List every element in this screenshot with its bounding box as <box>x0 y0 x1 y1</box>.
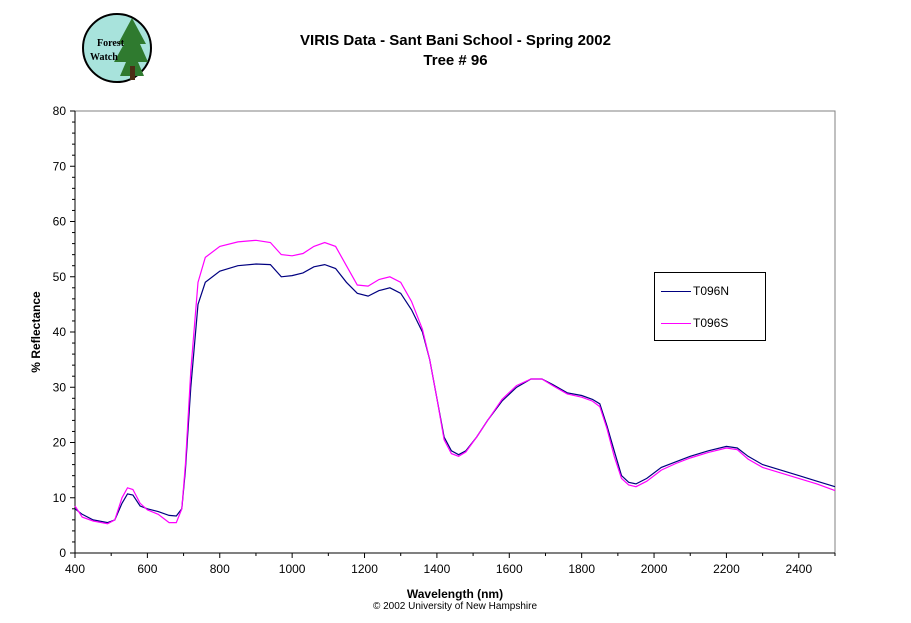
y-tick-label: 10 <box>53 491 67 505</box>
y-tick-label: 0 <box>59 546 66 560</box>
y-tick-label: 20 <box>53 436 67 450</box>
logo-text-forest: Forest <box>97 38 125 49</box>
x-tick-label: 1800 <box>568 562 595 576</box>
x-tick-label: 1600 <box>496 562 523 576</box>
x-tick-label: 2000 <box>641 562 668 576</box>
chart-subtitle: Tree # 96 <box>423 52 488 69</box>
legend-item-t096n: T096N <box>661 283 729 299</box>
series-layer <box>74 239 836 525</box>
forest-watch-logo: Forest Watch <box>82 13 152 83</box>
chart-title: VIRIS Data - Sant Bani School - Spring 2… <box>300 32 611 49</box>
y-tick-label: 80 <box>53 104 67 118</box>
copyright-notice: © 2002 University of New Hampshire <box>372 601 538 612</box>
y-tick-label: 60 <box>53 215 67 229</box>
legend: T096N T096S <box>654 272 766 341</box>
legend-item-t096s: T096S <box>661 315 728 331</box>
y-tick-label: 30 <box>53 380 67 394</box>
x-tick-label: 1000 <box>279 562 306 576</box>
legend-swatch-t096n <box>661 290 691 292</box>
series-line-t096s <box>74 239 836 525</box>
axes: 0 10 20 30 40 50 60 70 80 400 600 800 1000 1200 1400 16… <box>53 104 836 576</box>
x-tick-label: 2400 <box>785 562 812 576</box>
x-tick-label: 600 <box>137 562 157 576</box>
x-tick-label: 1400 <box>424 562 451 576</box>
y-tick-label: 50 <box>53 270 67 284</box>
x-tick-label: 800 <box>210 562 230 576</box>
x-tick-label: 1200 <box>351 562 378 576</box>
legend-swatch-t096s <box>661 322 691 324</box>
x-tick-label: 2200 <box>713 562 740 576</box>
y-axis-label: % Reflectance <box>29 291 43 373</box>
y-tick-label: 70 <box>53 159 67 173</box>
logo-text-watch: Watch <box>90 52 118 63</box>
series-line-t096n <box>74 263 836 524</box>
y-tick-label: 40 <box>53 325 67 339</box>
x-axis-label: Wavelength (nm) <box>406 587 504 601</box>
legend-label-t096n: T096N <box>693 284 730 298</box>
x-tick-label: 400 <box>65 562 85 576</box>
legend-label-t096s: T096S <box>693 316 729 330</box>
